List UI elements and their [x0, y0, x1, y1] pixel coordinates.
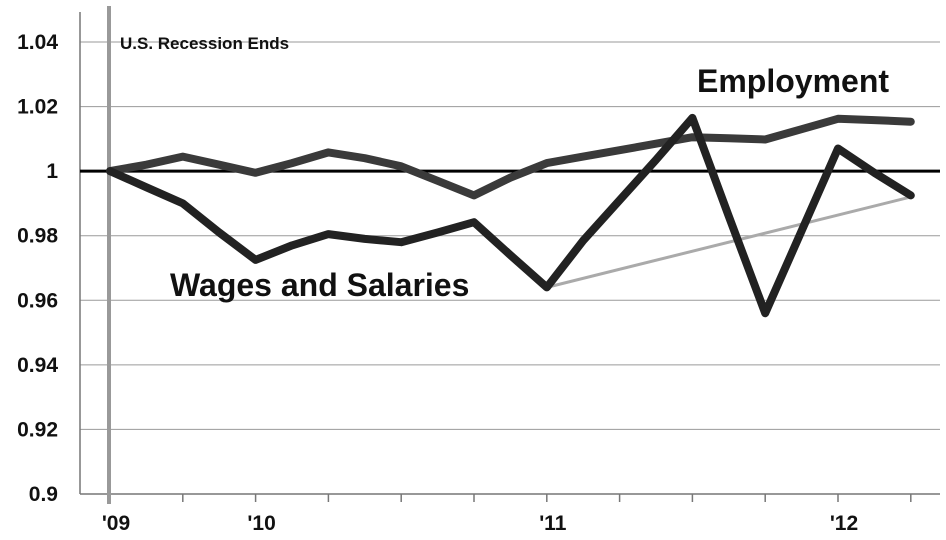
series-label-wages-and-salaries: Wages and Salaries [170, 267, 469, 303]
y-tick-label: 0.94 [17, 354, 58, 377]
trend-segment [546, 195, 912, 289]
y-tick-label: 1 [46, 160, 58, 183]
x-tick-label: '12 [830, 512, 858, 535]
series-line-wages-and-salaries [106, 113, 915, 318]
y-tick-label: 1.02 [17, 96, 58, 119]
series-label-employment: Employment [697, 63, 889, 99]
recession-annotation: U.S. Recession Ends [120, 34, 289, 53]
x-tick-label: '11 [539, 512, 567, 535]
y-tick-labels: 0.9 0.92 0.94 0.96 0.98 1 1.02 1.04 [17, 31, 58, 506]
x-tick-label: '09 [102, 512, 130, 535]
series-lines [106, 113, 915, 318]
y-tick-label: 0.96 [17, 289, 58, 312]
y-tick-label: 0.9 [29, 483, 58, 506]
y-tick-label: 0.92 [17, 418, 58, 441]
x-tick-labels: '09 '10 '11 '12 [102, 512, 858, 535]
x-tick-label: '10 [247, 512, 275, 535]
y-tick-label: 1.04 [17, 31, 58, 54]
series-line-employment [106, 114, 915, 200]
y-tick-label: 0.98 [17, 225, 58, 248]
grid-lines [80, 41, 940, 430]
axes [79, 6, 940, 504]
